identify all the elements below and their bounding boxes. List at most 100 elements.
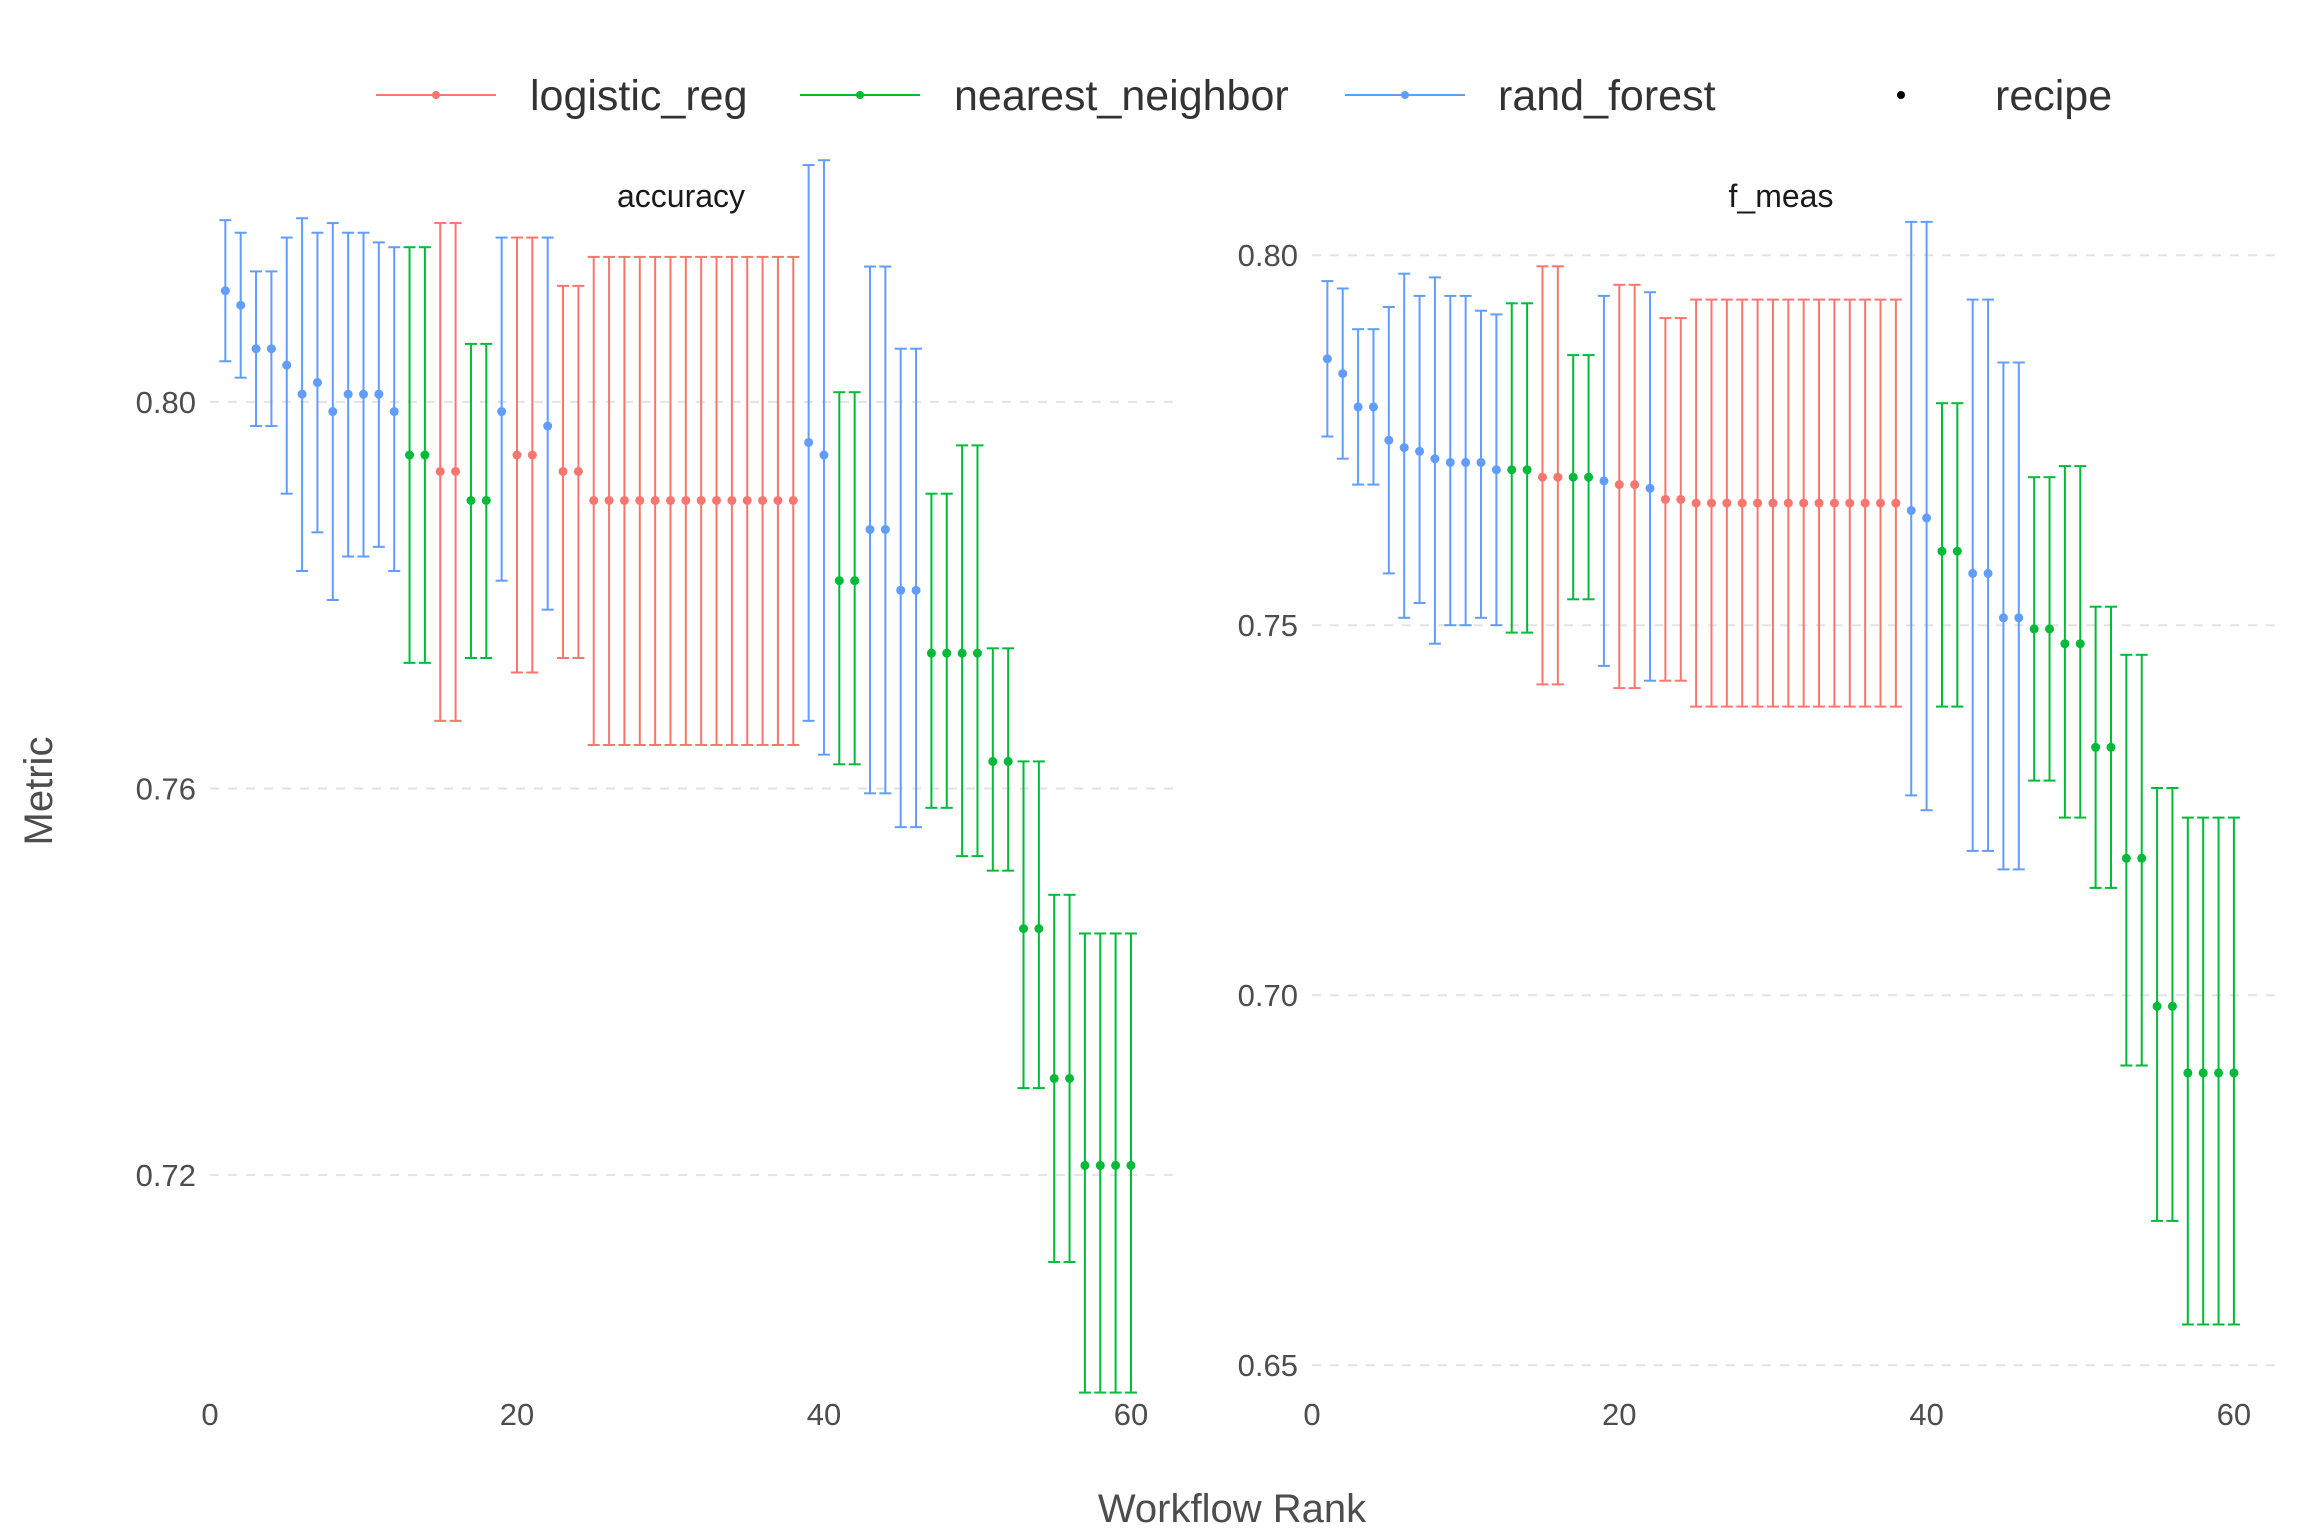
data-point (911, 585, 921, 595)
y-tick-label: 0.76 (136, 771, 196, 806)
facet-strip-f-meas: f_meas (1729, 178, 1834, 214)
data-point (988, 756, 998, 766)
data-point (957, 648, 967, 658)
data-point (497, 407, 507, 417)
data-point (1814, 498, 1824, 508)
data-point (1584, 472, 1594, 482)
data-point (1430, 454, 1440, 464)
data-point (1968, 568, 1978, 578)
y-tick-label: 0.80 (1238, 238, 1298, 273)
data-point (2075, 639, 2085, 649)
data-point (251, 344, 261, 354)
data-point (1783, 498, 1793, 508)
data-point (1445, 457, 1455, 467)
legend-label-logistic-reg: logistic_reg (530, 72, 748, 120)
data-point (1111, 1160, 1121, 1170)
data-point (435, 466, 445, 476)
data-point (343, 389, 353, 399)
data-point (1003, 756, 1013, 766)
data-point (2106, 742, 2116, 752)
legend-label-recipe: recipe (1995, 72, 2112, 120)
data-point (2045, 624, 2055, 634)
data-point (1368, 402, 1378, 412)
data-point (2137, 853, 2147, 863)
data-point (1753, 498, 1763, 508)
data-point (804, 437, 814, 447)
data-point (1049, 1073, 1059, 1083)
panel-f-meas: 0.65 0.70 0.75 0.80 0 20 40 60 (1238, 220, 2280, 1432)
data-point (451, 466, 461, 476)
legend-item-recipe: recipe (1897, 72, 2112, 120)
facet-strip-accuracy: accuracy (617, 178, 745, 214)
data-point (619, 495, 629, 505)
data-point (834, 576, 844, 586)
data-point (712, 495, 722, 505)
data-point (1353, 402, 1363, 412)
data-point (2121, 853, 2131, 863)
data-point (1829, 498, 1839, 508)
data-point (466, 495, 476, 505)
data-point (650, 495, 660, 505)
legend-item-nearest-neighbor: nearest_neighbor (800, 72, 1289, 120)
data-point (1034, 924, 1044, 934)
data-point (2229, 1068, 2239, 1078)
data-point (1095, 1160, 1105, 1170)
data-point (819, 450, 829, 460)
data-point (696, 495, 706, 505)
data-point (2152, 1001, 2162, 1011)
y-tick-label: 0.75 (1238, 608, 1298, 643)
data-point (297, 389, 307, 399)
data-point (374, 389, 384, 399)
data-point (942, 648, 952, 658)
data-point (1599, 476, 1609, 486)
data-point (1399, 443, 1409, 453)
data-point (1476, 457, 1486, 467)
data-point (1691, 498, 1701, 508)
data-point (1660, 494, 1670, 504)
data-point (282, 360, 292, 370)
data-point (635, 495, 645, 505)
data-point (558, 466, 568, 476)
data-point (1937, 546, 1947, 556)
data-point (2167, 1001, 2177, 1011)
data-point (1845, 498, 1855, 508)
data-point (1645, 483, 1655, 493)
data-point (543, 421, 553, 431)
data-point (926, 648, 936, 658)
data-point (2060, 639, 2070, 649)
data-point (850, 576, 860, 586)
data-point (788, 495, 798, 505)
x-tick-label: 20 (500, 1397, 534, 1432)
data-point (1019, 924, 1029, 934)
data-point (727, 495, 737, 505)
data-point (573, 466, 583, 476)
y-axis-title: Metric (17, 737, 61, 846)
data-point (1630, 480, 1640, 490)
data-point (1722, 498, 1732, 508)
y-tick-label: 0.70 (1238, 978, 1298, 1013)
data-point (420, 450, 430, 460)
legend-item-rand-forest: rand_forest (1345, 72, 1716, 120)
data-point (236, 300, 246, 310)
legend: logistic_reg nearest_neighbor rand_fores… (376, 72, 2112, 120)
x-tick-label: 0 (1303, 1397, 1320, 1432)
data-point (1522, 465, 1532, 475)
data-point (1461, 457, 1471, 467)
data-point (1614, 480, 1624, 490)
data-point (1891, 498, 1901, 508)
data-point (1676, 494, 1686, 504)
data-point (1876, 498, 1886, 508)
data-point (1080, 1160, 1090, 1170)
data-point (1768, 498, 1778, 508)
x-tick-label: 40 (1909, 1397, 1943, 1432)
data-point (1491, 465, 1501, 475)
data-point (2091, 742, 2101, 752)
data-point (527, 450, 537, 460)
data-point (865, 524, 875, 534)
y-tick-label: 0.65 (1238, 1348, 1298, 1383)
data-point (1553, 472, 1563, 482)
x-tick-label: 40 (807, 1397, 841, 1432)
data-point (1568, 472, 1578, 482)
data-point (1906, 506, 1916, 515)
data-point (358, 389, 368, 399)
